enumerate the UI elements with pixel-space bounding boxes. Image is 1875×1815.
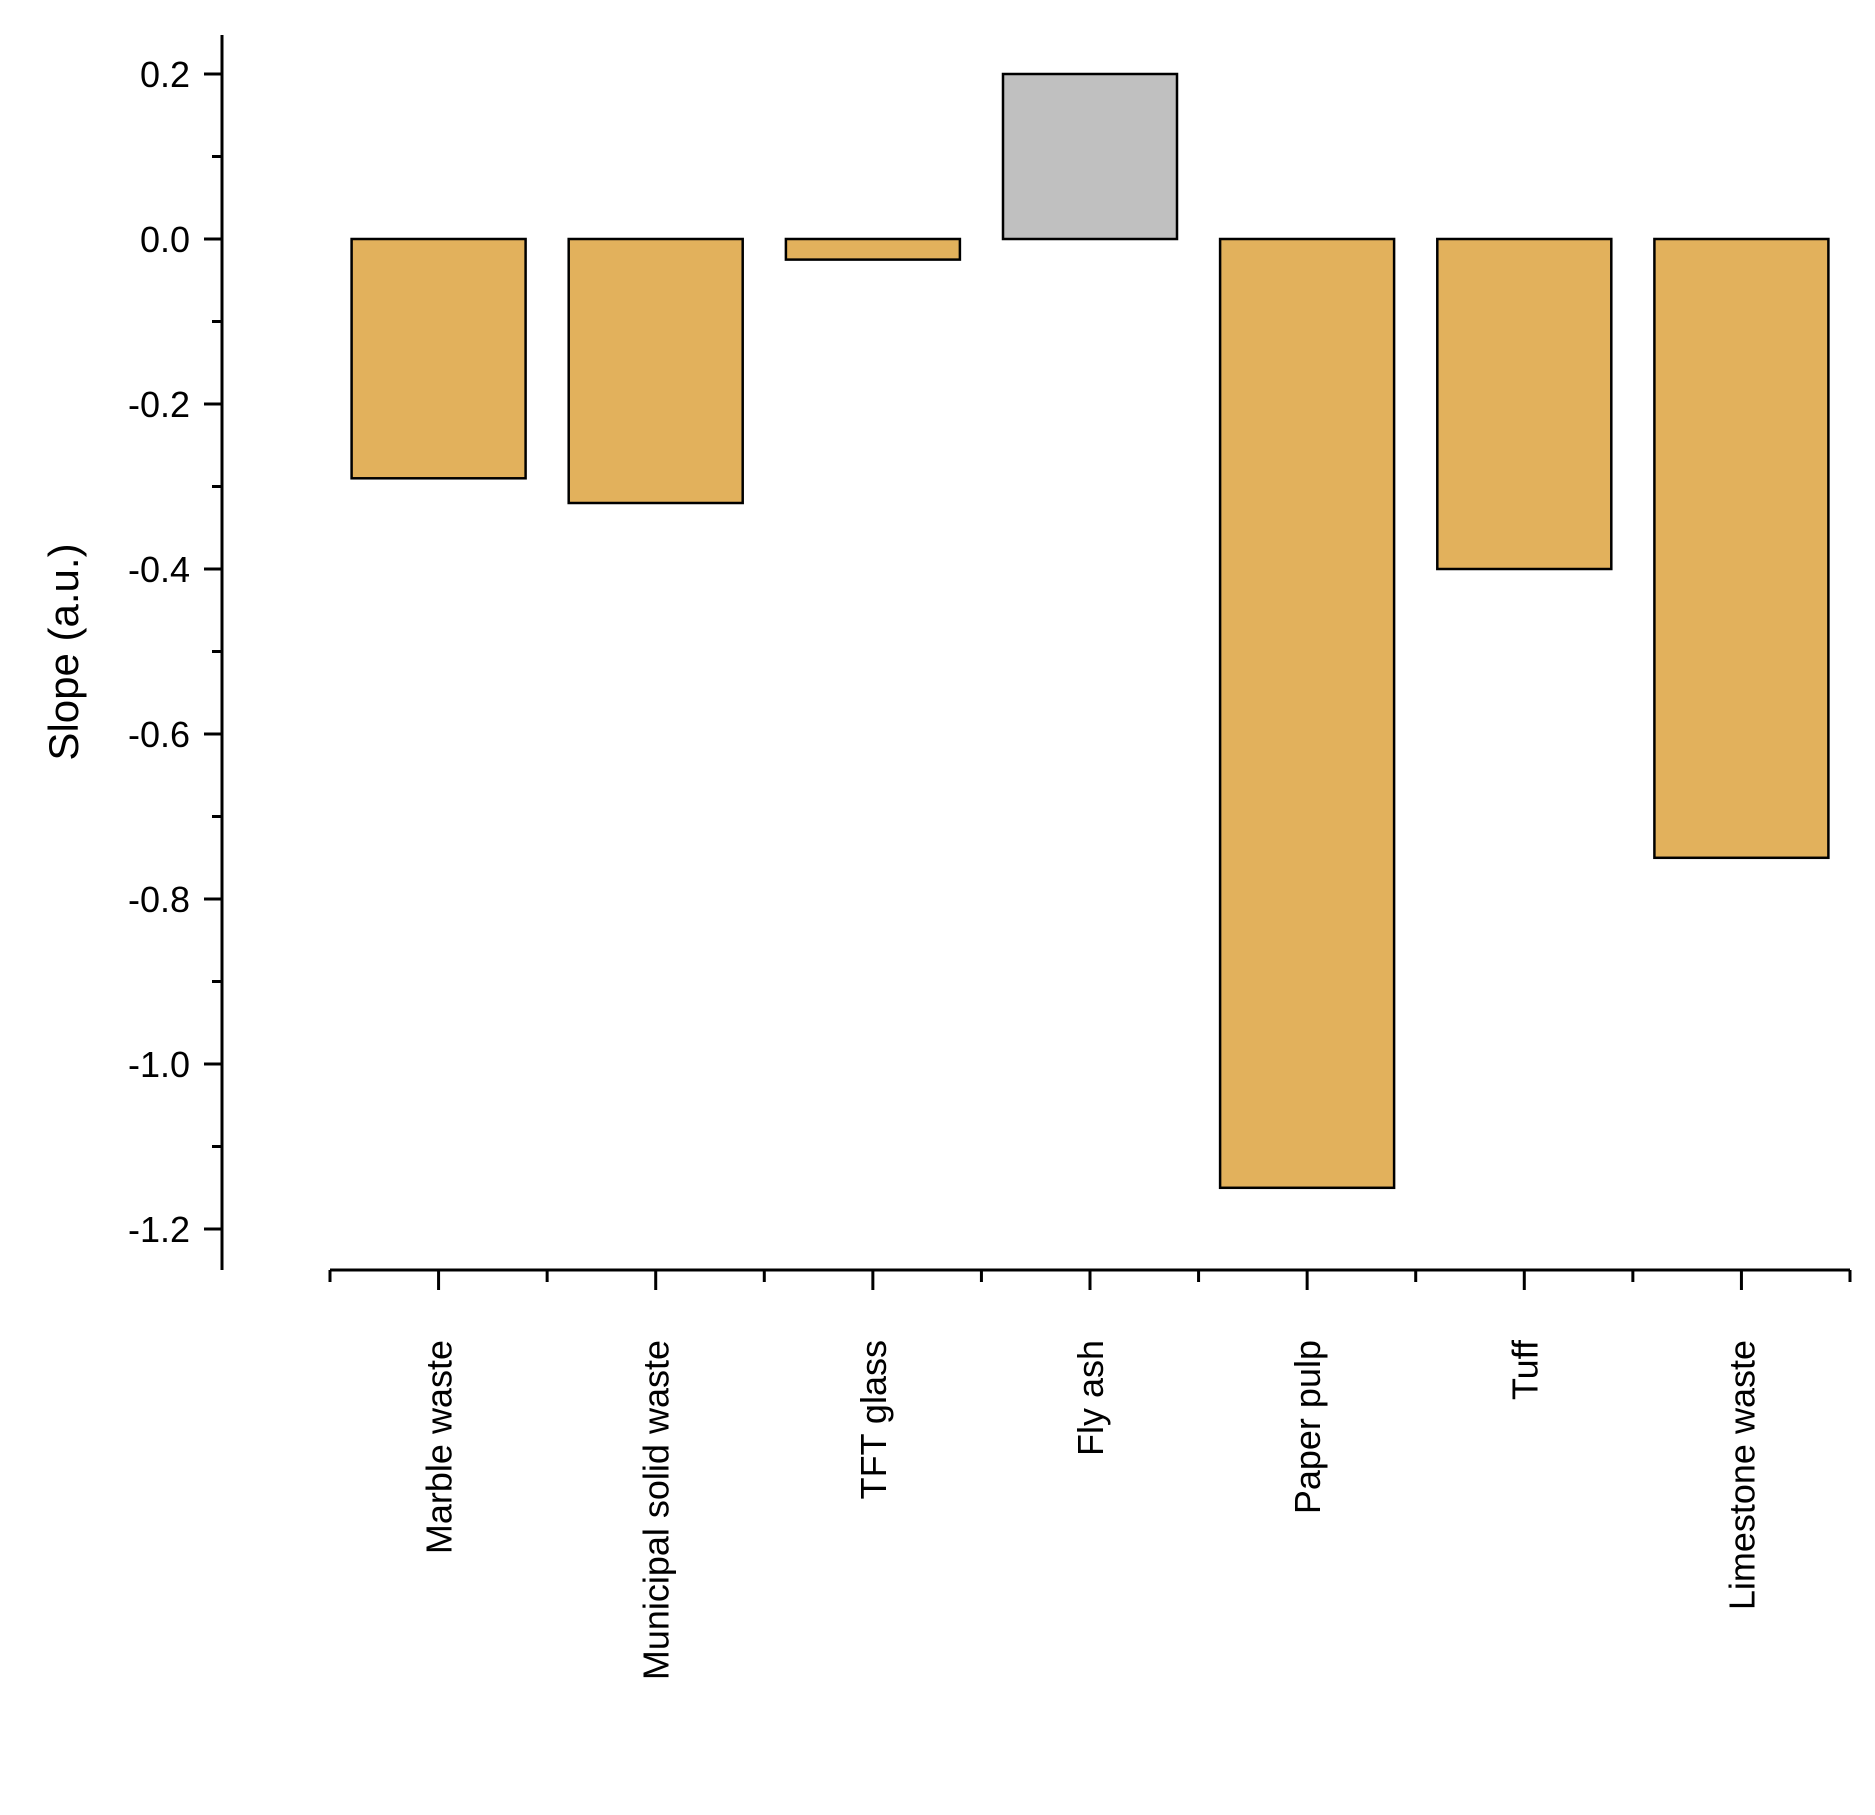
labels-layer: 0.2 0.0 -0.2 -0.4 -0.6 -0.8 -1.0 -1.2 Marble was… [40,54,1762,1680]
y-axis-title: Slope (a.u.) [40,543,87,760]
y-tick-label: -1.2 [128,1209,190,1250]
y-tick-label: 0.0 [140,219,190,260]
x-tick-label-municipal-solid-waste: Municipal solid waste [636,1340,677,1680]
bar-municipal-solid-waste [567,237,744,505]
bar-marble-waste [350,237,527,480]
bar-limestone-waste [1653,237,1830,860]
y-tick-label: -0.6 [128,714,190,755]
x-tick-label-tft-glass: TFT glass [853,1340,894,1499]
y-tick-label: 0.2 [140,54,190,95]
y-tick-label: -1.0 [128,1044,190,1085]
axes-layer [204,35,1852,1290]
bar-tft-glass [784,237,962,261]
bars-layer [350,72,1830,1190]
y-tick-label: -0.8 [128,879,190,920]
x-tick-label-tuff: Tuff [1504,1339,1545,1400]
y-tick-label: -0.2 [128,384,190,425]
y-tick-label: -0.4 [128,549,190,590]
x-tick-label-marble-waste: Marble waste [419,1340,460,1554]
x-tick-label-limestone-waste: Limestone waste [1721,1340,1762,1610]
x-tick-label-paper-pulp: Paper pulp [1287,1340,1328,1514]
x-tick-label-fly-ash: Fly ash [1070,1340,1111,1456]
bar-fly-ash [1001,72,1179,241]
bar-tuff [1436,237,1613,571]
bar-paper-pulp [1218,237,1396,1190]
